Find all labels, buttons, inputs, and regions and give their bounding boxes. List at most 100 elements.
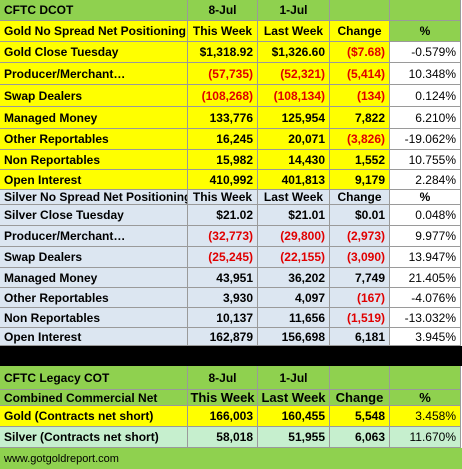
- header-cell: 1-Jul: [258, 366, 330, 390]
- table-cell: 16,245: [188, 129, 258, 150]
- table-cell: 162,879: [188, 328, 258, 346]
- table-cell: (1,519): [330, 308, 390, 328]
- table-cell: 21.405%: [390, 268, 461, 288]
- table-cell: 5,548: [330, 406, 390, 427]
- header-cell: [390, 366, 461, 390]
- header-cell: 8-Jul: [188, 0, 258, 21]
- table-cell: (134): [330, 85, 390, 107]
- header-cell: %: [390, 21, 461, 42]
- table-cell: 7,749: [330, 268, 390, 288]
- table-cell: 14,430: [258, 150, 330, 170]
- table-cell: (22,155): [258, 247, 330, 268]
- table-cell: 401,813: [258, 170, 330, 190]
- table-cell: $21.01: [258, 205, 330, 226]
- table-cell: 7,822: [330, 107, 390, 129]
- table-cell: Producer/Merchant…: [0, 63, 188, 85]
- table-cell: Silver Close Tuesday: [0, 205, 188, 226]
- table-cell: Gold (Contracts net short): [0, 406, 188, 427]
- table-cell: Producer/Merchant…: [0, 226, 188, 247]
- table-cell: 9,179: [330, 170, 390, 190]
- table-cell: 6,063: [330, 427, 390, 448]
- table-cell: (29,800): [258, 226, 330, 247]
- table-cell: 10.348%: [390, 63, 461, 85]
- table-cell: (5,414): [330, 63, 390, 85]
- table-cell: 13.947%: [390, 247, 461, 268]
- header-cell: CFTC Legacy COT: [0, 366, 188, 390]
- header-cell: 8-Jul: [188, 366, 258, 390]
- header-cell: [330, 366, 390, 390]
- table-cell: (52,321): [258, 63, 330, 85]
- header-cell: Combined Commercial Net: [0, 390, 188, 406]
- table-cell: -13.032%: [390, 308, 461, 328]
- table-cell: 20,071: [258, 129, 330, 150]
- table-cell: (25,245): [188, 247, 258, 268]
- table-cell: Swap Dealers: [0, 85, 188, 107]
- table-cell: Managed Money: [0, 107, 188, 129]
- table-cell: 9.977%: [390, 226, 461, 247]
- table-cell: 58,018: [188, 427, 258, 448]
- table-cell: $0.01: [330, 205, 390, 226]
- table-cell: 36,202: [258, 268, 330, 288]
- header-cell: This Week: [188, 190, 258, 205]
- table-cell: Non Reportables: [0, 150, 188, 170]
- table-cell: 3.458%: [390, 406, 461, 427]
- header-cell: [330, 0, 390, 21]
- header-cell: %: [390, 390, 461, 406]
- header-cell: Last Week: [258, 21, 330, 42]
- table-cell: $21.02: [188, 205, 258, 226]
- header-cell: CFTC DCOT: [0, 0, 188, 21]
- header-cell: %: [390, 190, 461, 205]
- table-cell: Gold Close Tuesday: [0, 42, 188, 63]
- table-cell: 4,097: [258, 288, 330, 308]
- table-cell: 410,992: [188, 170, 258, 190]
- table-cell: (108,268): [188, 85, 258, 107]
- table-cell: 1,552: [330, 150, 390, 170]
- table-cell: (57,735): [188, 63, 258, 85]
- header-cell: Change: [330, 21, 390, 42]
- table-cell: 15,982: [188, 150, 258, 170]
- table-cell: 156,698: [258, 328, 330, 346]
- table-cell: $1,318.92: [188, 42, 258, 63]
- table-cell: ($7.68): [330, 42, 390, 63]
- header-cell: Last Week: [258, 190, 330, 205]
- table-cell: (167): [330, 288, 390, 308]
- table-cell: 10,137: [188, 308, 258, 328]
- header-cell: Gold No Spread Net Positioning: [0, 21, 188, 42]
- header-cell: This Week: [188, 21, 258, 42]
- header-cell: Last Week: [258, 390, 330, 406]
- footer: www.gotgoldreport.com: [0, 448, 462, 469]
- table-cell: 10.755%: [390, 150, 461, 170]
- table-cell: 11.670%: [390, 427, 461, 448]
- header-cell: Change: [330, 390, 390, 406]
- table-cell: 6,181: [330, 328, 390, 346]
- table-cell: -0.579%: [390, 42, 461, 63]
- header-cell: This Week: [188, 390, 258, 406]
- table-cell: -4.076%: [390, 288, 461, 308]
- table-cell: Managed Money: [0, 268, 188, 288]
- table-cell: 3.945%: [390, 328, 461, 346]
- header-cell: 1-Jul: [258, 0, 330, 21]
- table-cell: (2,973): [330, 226, 390, 247]
- table-cell: Other Reportables: [0, 288, 188, 308]
- table-cell: (3,090): [330, 247, 390, 268]
- table-cell: 2.284%: [390, 170, 461, 190]
- table-cell: 160,455: [258, 406, 330, 427]
- header-cell: [390, 0, 461, 21]
- table-cell: Swap Dealers: [0, 247, 188, 268]
- table-cell: 3,930: [188, 288, 258, 308]
- table-cell: 11,656: [258, 308, 330, 328]
- header-cell: Silver No Spread Net Positioning: [0, 190, 188, 205]
- separator-band: [0, 346, 462, 366]
- table-cell: Silver (Contracts net short): [0, 427, 188, 448]
- table-cell: 0.124%: [390, 85, 461, 107]
- header-cell: Change: [330, 190, 390, 205]
- table-cell: $1,326.60: [258, 42, 330, 63]
- table-cell: 43,951: [188, 268, 258, 288]
- table-cell: 166,003: [188, 406, 258, 427]
- table-cell: -19.062%: [390, 129, 461, 150]
- table-cell: 6.210%: [390, 107, 461, 129]
- table-cell: Other Reportables: [0, 129, 188, 150]
- table-cell: 0.048%: [390, 205, 461, 226]
- table-cell: Non Reportables: [0, 308, 188, 328]
